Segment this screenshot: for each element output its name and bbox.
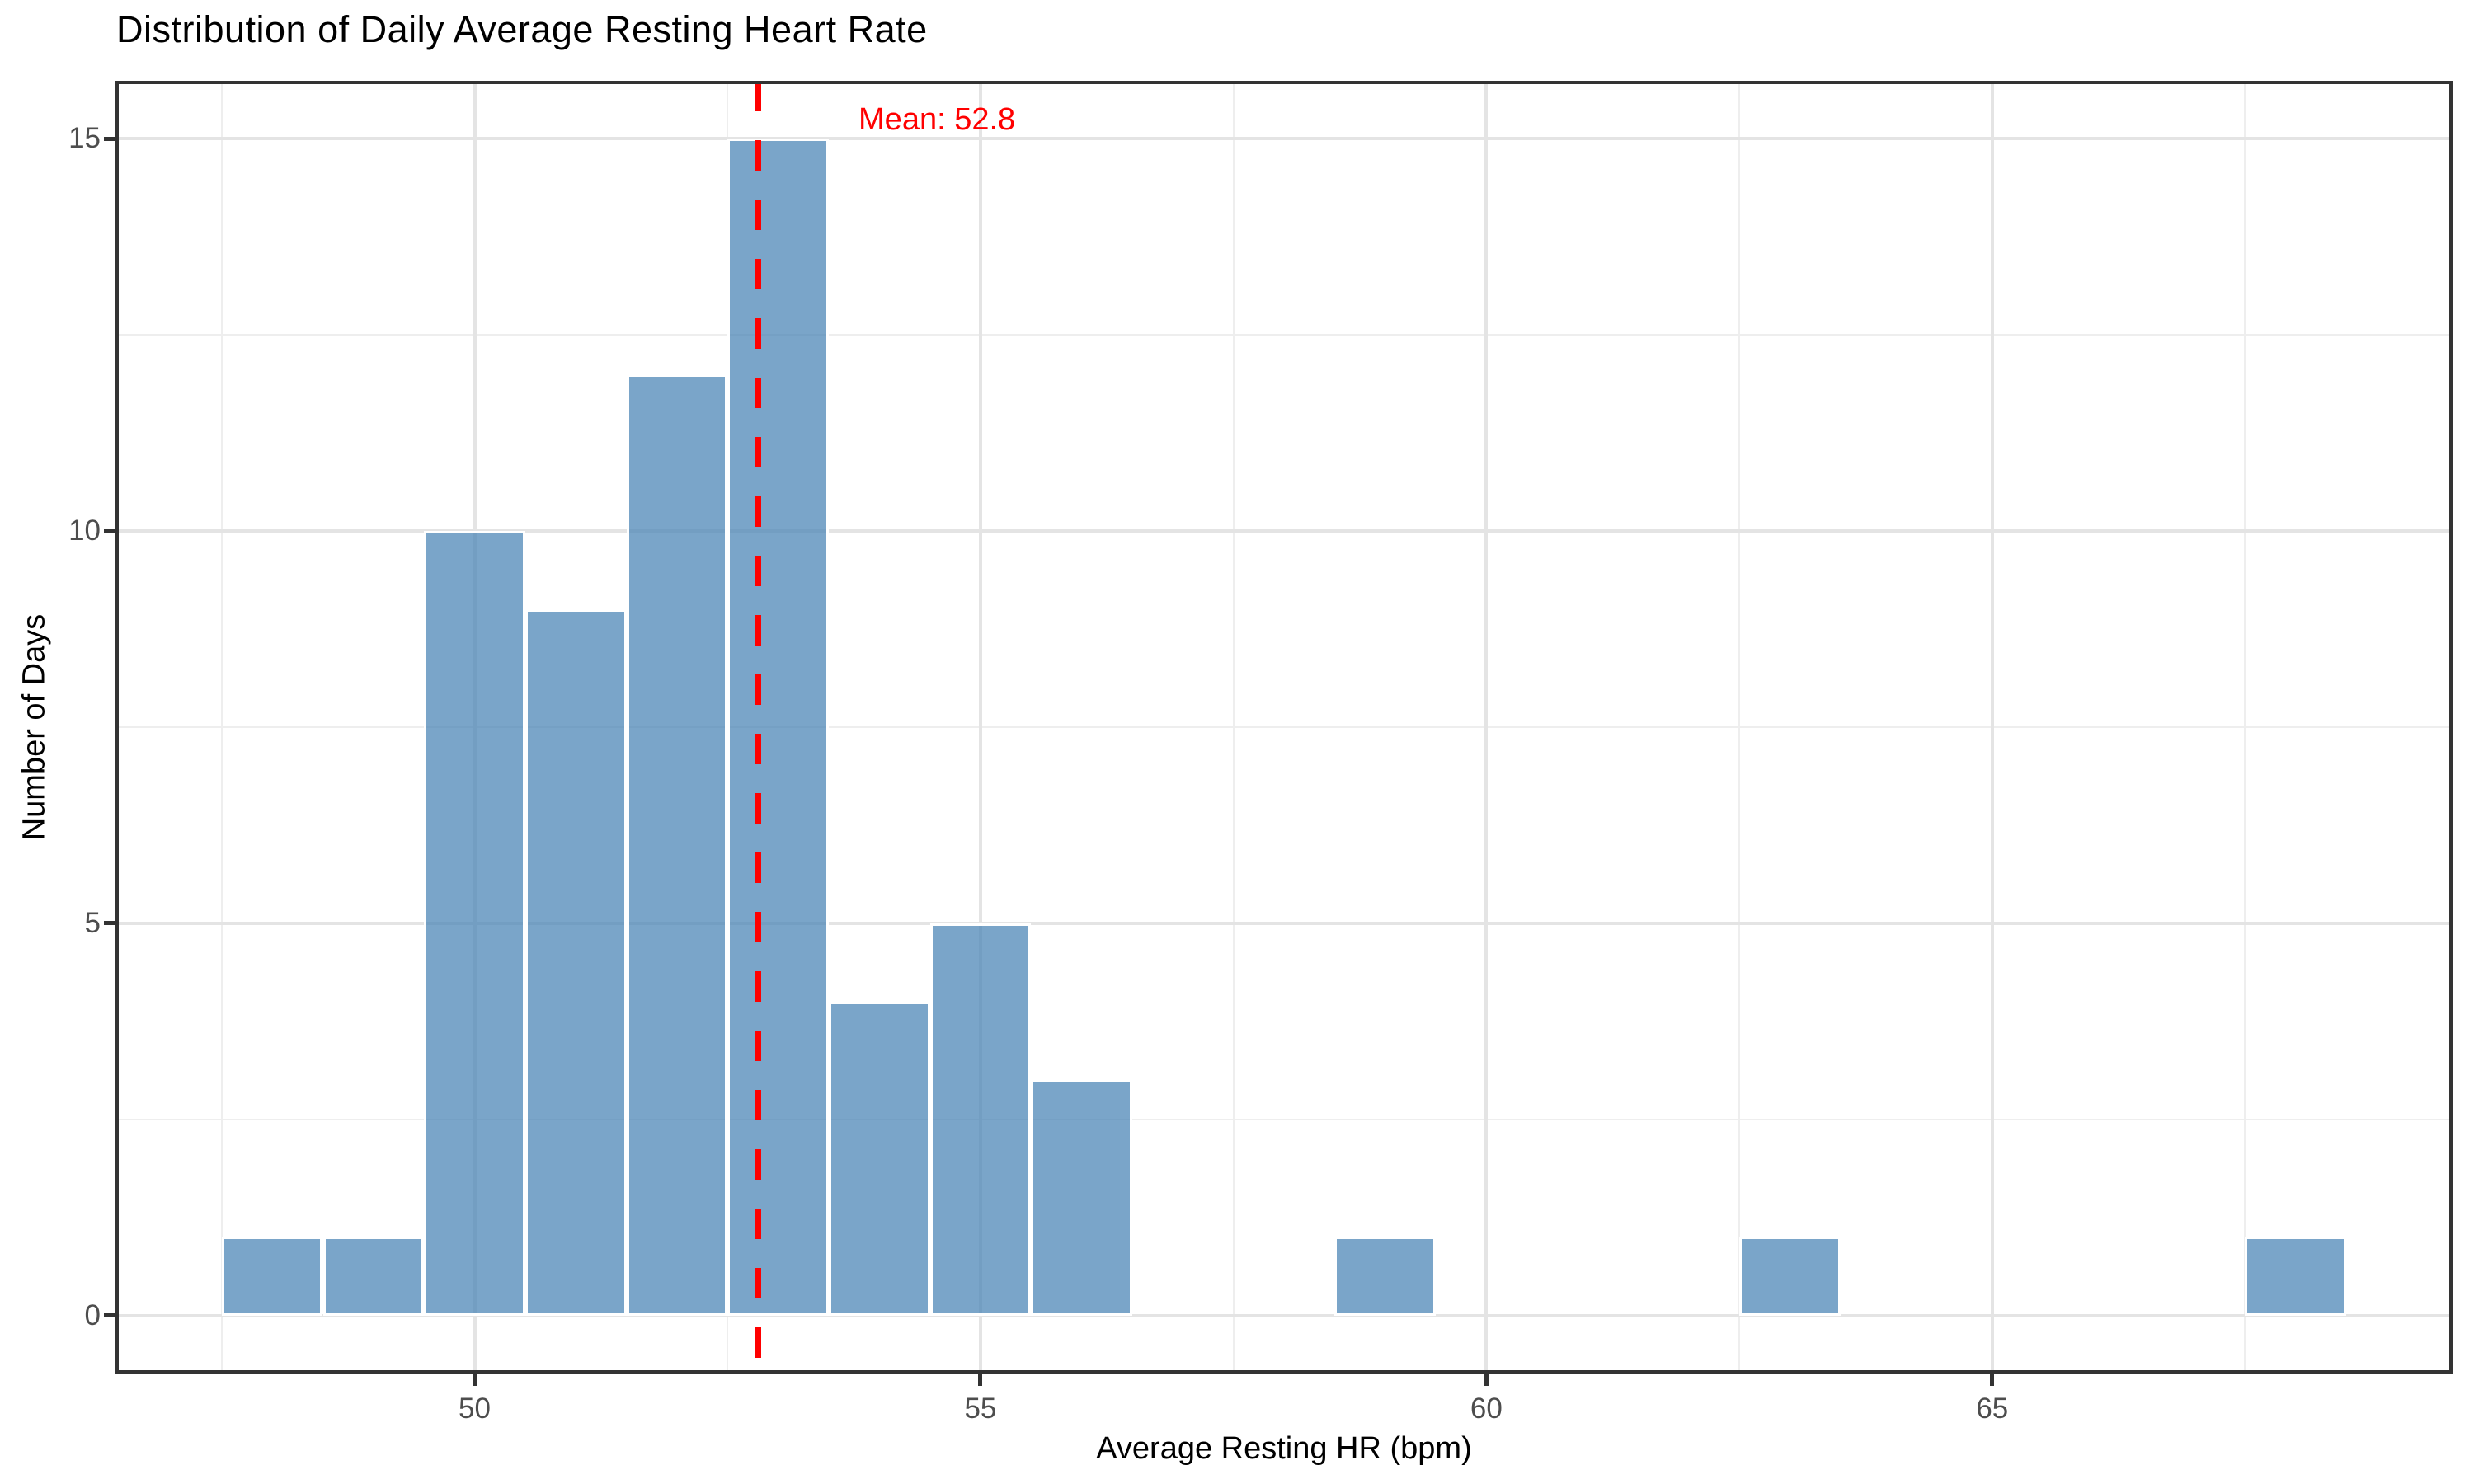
x-major-gridline xyxy=(978,81,982,1374)
x-axis-tick xyxy=(473,1374,477,1386)
y-axis-title: Number of Days xyxy=(16,613,52,841)
histogram-bar xyxy=(626,373,728,1316)
mean-dashed-line xyxy=(755,81,762,1374)
histogram-bar xyxy=(221,1237,323,1316)
histogram-bar xyxy=(2245,1237,2347,1316)
y-tick-label: 0 xyxy=(84,1298,101,1331)
y-minor-gridline xyxy=(115,1118,2453,1120)
x-axis-title: Average Resting HR (bpm) xyxy=(1096,1431,1472,1466)
x-tick-label: 50 xyxy=(459,1392,491,1425)
y-axis-tick xyxy=(104,136,115,141)
y-tick-label: 10 xyxy=(68,514,101,547)
x-major-gridline xyxy=(1990,81,1994,1374)
x-tick-label: 55 xyxy=(964,1392,997,1425)
x-tick-label: 65 xyxy=(1976,1392,2009,1425)
y-minor-gridline xyxy=(115,726,2453,728)
histogram-bar xyxy=(424,531,525,1316)
histogram-bar xyxy=(828,1002,930,1316)
y-minor-gridline xyxy=(115,334,2453,336)
y-major-gridline xyxy=(115,529,2453,533)
chart-title: Distribution of Daily Average Resting He… xyxy=(116,8,928,50)
y-tick-label: 5 xyxy=(84,906,101,939)
y-major-gridline xyxy=(115,1313,2453,1317)
histogram-bar xyxy=(524,609,627,1316)
y-axis-tick xyxy=(104,1313,115,1318)
y-tick-label: 15 xyxy=(68,122,101,155)
y-major-gridline xyxy=(115,137,2453,141)
mean-annotation-label: Mean: 52.8 xyxy=(858,102,1016,137)
y-axis-tick xyxy=(104,921,115,926)
histogram-bar xyxy=(1334,1237,1436,1316)
x-axis-tick xyxy=(1990,1374,1995,1386)
x-axis-tick xyxy=(978,1374,983,1386)
y-axis-tick xyxy=(104,528,115,533)
x-tick-label: 60 xyxy=(1470,1392,1503,1425)
histogram-bar xyxy=(1031,1080,1132,1316)
histogram-bar xyxy=(322,1237,425,1316)
x-axis-tick xyxy=(1484,1374,1489,1386)
y-major-gridline xyxy=(115,921,2453,925)
histogram-bar xyxy=(727,139,829,1316)
histogram-bar xyxy=(929,923,1032,1316)
x-major-gridline xyxy=(1484,81,1489,1374)
histogram-bar xyxy=(1739,1237,1841,1316)
